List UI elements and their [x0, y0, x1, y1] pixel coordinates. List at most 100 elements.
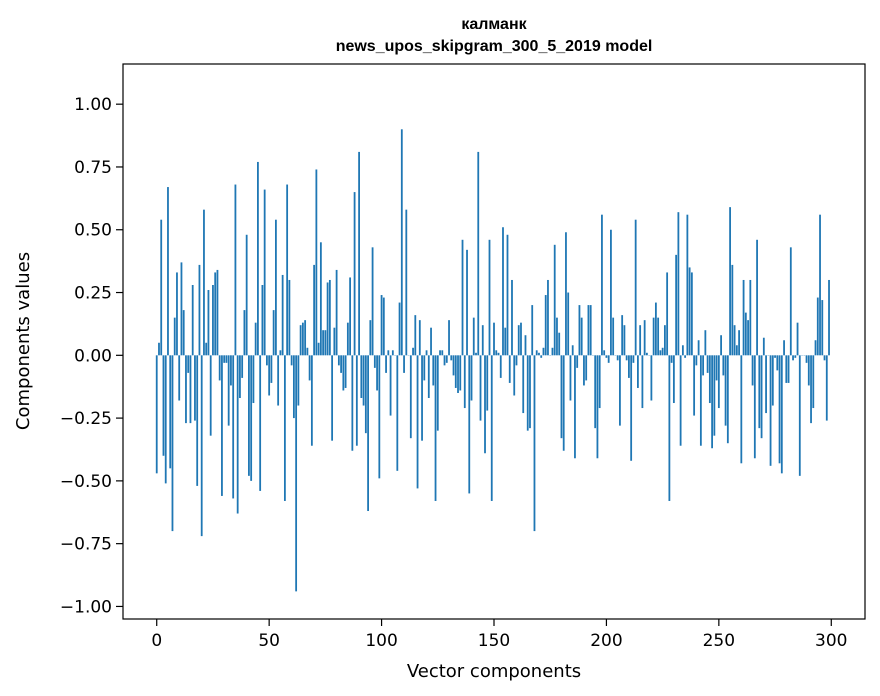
bar	[427, 355, 430, 398]
bar	[758, 355, 761, 429]
bar	[457, 355, 459, 393]
bar	[160, 219, 163, 356]
bar	[283, 355, 286, 501]
bar	[322, 330, 325, 356]
y-tick-label: −0.25	[60, 409, 112, 429]
bar	[677, 212, 680, 356]
y-axis-label: Components values	[13, 252, 34, 430]
bar	[414, 315, 417, 356]
bar	[180, 262, 183, 356]
bar	[810, 355, 812, 424]
bar	[243, 310, 246, 356]
bar	[540, 355, 543, 358]
bar	[349, 277, 351, 356]
bar	[304, 320, 307, 356]
bar	[513, 355, 516, 396]
bar	[319, 242, 322, 356]
bar	[628, 355, 630, 378]
bar	[562, 355, 565, 451]
bar	[385, 355, 387, 373]
bar	[731, 264, 734, 356]
bar	[762, 337, 765, 356]
bar	[511, 279, 513, 356]
bar	[625, 355, 628, 361]
bar	[331, 355, 334, 441]
bar	[675, 254, 678, 356]
bar	[517, 325, 520, 356]
bar	[216, 269, 219, 356]
bar	[475, 352, 477, 356]
bar	[232, 355, 235, 499]
bar	[301, 322, 304, 356]
bar	[245, 234, 248, 356]
bar	[463, 355, 466, 409]
bar	[445, 355, 448, 363]
bar	[693, 355, 696, 416]
bar	[324, 330, 327, 356]
bar	[565, 232, 567, 356]
bar	[704, 330, 707, 356]
bar	[497, 352, 500, 356]
x-axis: 0 50 100 150 200 250 300	[151, 619, 847, 651]
bar	[760, 355, 763, 439]
bar	[542, 347, 545, 356]
bar	[522, 355, 525, 414]
bar	[212, 285, 214, 356]
bar	[223, 355, 226, 363]
bar	[452, 355, 455, 376]
bar	[789, 247, 792, 356]
x-tick-label: 50	[258, 631, 280, 651]
bar	[488, 239, 491, 356]
bar	[765, 355, 767, 414]
bar	[697, 340, 700, 356]
bar	[828, 279, 830, 356]
x-tick-label: 250	[703, 631, 735, 651]
bar	[776, 355, 779, 371]
bar	[560, 355, 563, 439]
bar	[672, 355, 675, 404]
bar	[252, 355, 255, 404]
bar	[481, 325, 484, 356]
bar	[744, 312, 747, 356]
bar	[668, 355, 671, 501]
bar	[796, 322, 799, 356]
bar	[686, 214, 689, 356]
bar	[297, 355, 300, 406]
bar	[412, 347, 414, 356]
bar	[382, 297, 385, 356]
bar	[484, 355, 486, 454]
bar	[526, 355, 529, 431]
bar	[652, 317, 655, 356]
bar	[663, 325, 666, 356]
bar	[268, 355, 271, 396]
bar	[601, 214, 603, 356]
bar	[162, 355, 165, 456]
bar	[187, 355, 190, 373]
x-tick-label: 150	[478, 631, 510, 651]
bar	[587, 305, 590, 356]
bar	[432, 355, 435, 386]
bar	[571, 345, 574, 356]
bar	[603, 350, 606, 356]
bar	[326, 282, 329, 356]
bar	[637, 355, 639, 388]
bar	[241, 355, 244, 378]
bar	[720, 335, 722, 356]
bar	[380, 295, 383, 356]
bar	[751, 355, 754, 386]
bar	[315, 169, 318, 356]
bar	[798, 355, 801, 476]
bar	[328, 279, 331, 356]
bar	[713, 355, 716, 436]
bar	[239, 355, 241, 398]
bar	[589, 305, 592, 356]
bar	[369, 320, 372, 356]
y-tick-label: 1.00	[74, 95, 112, 115]
bar	[346, 322, 349, 356]
x-tick-label: 200	[590, 631, 622, 651]
bar	[459, 355, 462, 391]
bar	[362, 355, 365, 406]
bar	[583, 355, 585, 386]
bar	[461, 239, 464, 356]
bar	[164, 355, 167, 484]
